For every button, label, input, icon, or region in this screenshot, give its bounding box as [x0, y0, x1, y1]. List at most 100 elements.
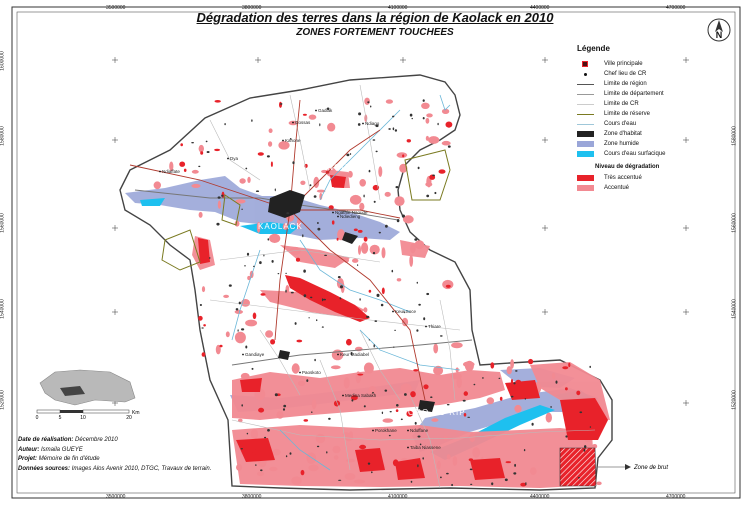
habitat-patch: [304, 294, 307, 297]
habitat-patch: [434, 192, 436, 194]
habitat-patch: [382, 412, 383, 415]
tres-accentue-patch: [334, 401, 340, 407]
habitat-patch: [206, 141, 208, 143]
tres-accentue-patch: [296, 258, 300, 262]
accentue-patch: [292, 363, 300, 373]
tres-accentue-patch: [358, 230, 363, 233]
accentue-patch: [345, 473, 356, 480]
habitat-patch: [324, 255, 327, 256]
legend-item: Limite de département: [577, 89, 727, 99]
habitat-patch: [373, 252, 375, 254]
habitat-patch: [482, 377, 484, 378]
habitat-patch: [291, 292, 294, 294]
legend-item: Cours d'eau: [577, 119, 727, 129]
map-legend: Légende Ville principale Chef lieu de CR L…: [577, 44, 727, 193]
accentue-patch: [487, 397, 495, 404]
accentue-patch: [236, 464, 242, 471]
chef-lieu-marker: [337, 216, 339, 218]
habitat-patch: [366, 316, 369, 318]
chef-lieu-marker: [159, 171, 161, 173]
habitat-patch: [437, 123, 438, 126]
legend-swatch: [577, 94, 594, 95]
place-label: Ndiaffate: [162, 169, 180, 174]
habitat-patch: [326, 451, 327, 453]
tres-accentue-patch: [303, 114, 307, 116]
grid-y-label: 1580000: [0, 126, 6, 145]
chef-lieu-marker: [407, 430, 409, 432]
department-label: GUINGUINEO: [310, 163, 372, 172]
habitat-patch: [252, 368, 254, 370]
habitat-patch: [200, 304, 202, 306]
habitat-patch: [415, 422, 417, 425]
tres-accentue-patch: [446, 122, 453, 128]
scale-tick: 10: [80, 415, 86, 421]
accentue-patch: [202, 286, 205, 292]
habitat-patch: [584, 449, 586, 452]
accentue-patch: [352, 259, 358, 263]
habitat-patch: [239, 302, 241, 305]
accentue-patch: [425, 182, 432, 187]
grid-x-label: 3800000: [242, 494, 261, 500]
accentue-patch: [247, 177, 250, 183]
accentue-patch: [552, 373, 555, 379]
accentue-patch: [382, 247, 386, 258]
chef-lieu-marker: [362, 123, 364, 125]
accentue-patch: [276, 411, 283, 419]
place-label: Gandiaye: [245, 352, 265, 357]
habitat-patch: [241, 328, 244, 330]
habitat-patch: [396, 404, 399, 407]
tres-accentue-patch: [184, 169, 187, 172]
habitat-patch: [470, 469, 473, 471]
accentue-patch: [199, 212, 203, 218]
accentue-patch: [397, 152, 408, 158]
habitat-patch: [198, 166, 200, 167]
accentue-patch: [344, 377, 350, 388]
habitat-patch: [323, 299, 326, 301]
tres-accentue-patch: [308, 288, 311, 291]
habitat-patch: [401, 419, 403, 421]
tres-accentue-patch: [565, 387, 568, 390]
habitat-patch: [579, 411, 582, 413]
habitat-patch: [368, 463, 370, 465]
habitat-patch: [317, 222, 319, 224]
habitat-patch: [209, 257, 211, 258]
habitat-patch: [418, 304, 421, 306]
habitat-patch: [310, 184, 312, 186]
tres-accentue-patch: [202, 352, 206, 357]
habitat-patch: [292, 161, 294, 164]
legend-item: Zone humide: [577, 139, 727, 149]
habitat-patch: [357, 264, 358, 266]
scale-tick: 5: [59, 415, 62, 421]
place-label: Ndoffane: [410, 428, 429, 433]
habitat-patch: [524, 449, 525, 451]
place-label: Thiare: [428, 324, 441, 329]
place-label: Ndiago: [365, 121, 380, 126]
tres-accentue-patch: [382, 288, 385, 295]
accentue-patch: [350, 195, 362, 205]
accentue-patch: [510, 359, 514, 369]
habitat-patch: [525, 398, 526, 400]
accentue-patch: [402, 318, 408, 327]
tres-accentue-patch: [258, 408, 264, 413]
credit-value: Images Alos Avenir 2010, DTGC, Travaux d…: [72, 466, 212, 472]
habitat-patch: [319, 123, 320, 126]
habitat-patch: [388, 128, 391, 130]
habitat-patch: [338, 276, 341, 278]
habitat-patch: [499, 378, 501, 379]
tres-accentue-patch: [253, 313, 257, 320]
tres-accentue-patch: [511, 379, 513, 384]
grid-x-label: 4100000: [388, 494, 407, 500]
habitat-patch: [367, 101, 369, 103]
credits-block: Date de réalisation: Décembre 2010 Auteu…: [18, 436, 211, 474]
chef-lieu-marker: [282, 140, 284, 142]
accentue-patch: [312, 399, 317, 409]
tres-accentue-patch: [258, 152, 264, 155]
habitat-patch: [283, 405, 286, 408]
accentue-patch: [235, 332, 246, 344]
grid-x-label: 3500000: [106, 494, 125, 500]
place-label: Gossas: [295, 120, 311, 125]
habitat-patch: [417, 282, 418, 284]
habitat-patch: [451, 484, 453, 486]
map-subtitle: ZONES FORTEMENT TOUCHEES: [0, 27, 750, 38]
scale-unit: Km: [132, 410, 140, 416]
